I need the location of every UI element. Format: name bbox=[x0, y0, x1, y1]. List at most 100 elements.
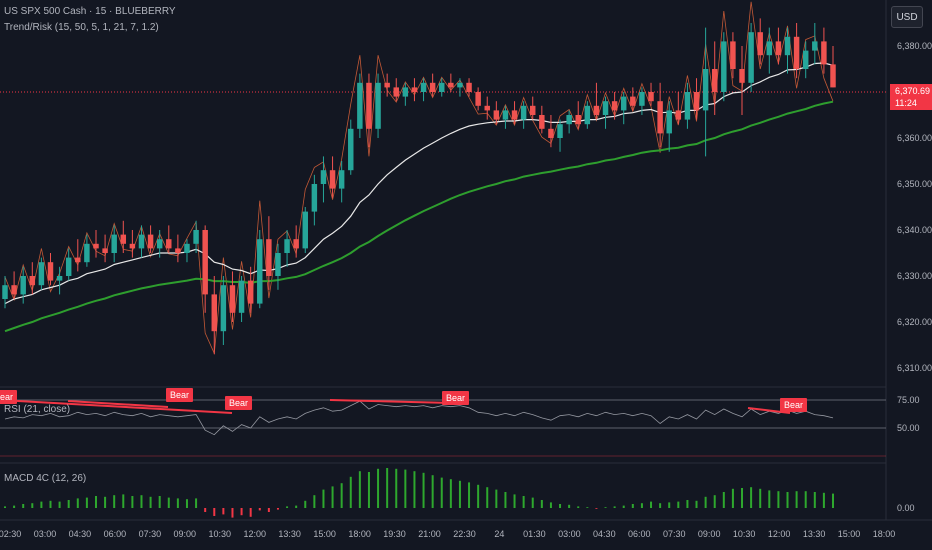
candle-body bbox=[384, 82, 390, 88]
macd-bar bbox=[549, 502, 552, 508]
candle-body bbox=[302, 211, 308, 249]
candle-body bbox=[557, 124, 563, 138]
macd-bar bbox=[513, 494, 516, 508]
candle-body bbox=[766, 41, 773, 56]
candle-body bbox=[38, 262, 45, 286]
time-tick-label: 03:00 bbox=[558, 529, 581, 539]
macd-bar bbox=[613, 506, 616, 508]
macd-bar bbox=[49, 500, 52, 508]
bear-signal: Bear bbox=[166, 388, 194, 402]
macd-bar bbox=[622, 505, 625, 508]
time-tick-label: 10:30 bbox=[733, 529, 756, 539]
macd-bar bbox=[640, 503, 643, 508]
last-price-value: 6,370.69 bbox=[895, 86, 931, 96]
candle-body bbox=[757, 32, 763, 56]
macd-bar bbox=[631, 504, 634, 508]
macd-bar bbox=[504, 492, 507, 508]
macd-bar bbox=[477, 484, 480, 508]
macd-bar bbox=[686, 500, 689, 508]
macd-bar bbox=[286, 506, 289, 508]
indicator-title[interactable]: Trend/Risk (15, 50, 5, 1, 21, 7, 1.2) bbox=[4, 22, 159, 33]
time-tick-label: 07:30 bbox=[663, 529, 686, 539]
macd-bar bbox=[295, 505, 298, 508]
rsi-legend[interactable]: RSI (21, close) bbox=[4, 404, 71, 415]
time-tick-label: 02:30 bbox=[0, 529, 21, 539]
macd-bar bbox=[668, 502, 671, 508]
macd-bar bbox=[122, 494, 125, 508]
macd-bar bbox=[322, 489, 325, 508]
currency-button[interactable]: USD bbox=[891, 6, 923, 28]
macd-bar bbox=[486, 487, 489, 508]
candle-body bbox=[275, 253, 281, 276]
candle-body bbox=[666, 110, 672, 134]
time-tick-label: 09:00 bbox=[174, 529, 197, 539]
candle-body bbox=[102, 248, 108, 253]
time-tick-label: 06:00 bbox=[628, 529, 651, 539]
candle-body bbox=[184, 243, 190, 253]
candle-body bbox=[120, 234, 127, 244]
candle-body bbox=[657, 101, 663, 134]
macd-legend[interactable]: MACD 4C (12, 26) bbox=[4, 473, 87, 484]
candle-body bbox=[220, 285, 227, 332]
macd-bar bbox=[367, 472, 370, 508]
candle-body bbox=[711, 69, 718, 92]
candle-body bbox=[675, 110, 682, 120]
candle-body bbox=[202, 230, 208, 295]
time-tick-label: 01:30 bbox=[523, 529, 546, 539]
candle-body bbox=[129, 243, 136, 249]
time-tick-label: 24 bbox=[494, 529, 504, 539]
candle-body bbox=[748, 32, 754, 83]
candle-body bbox=[448, 82, 454, 88]
time-tick-label: 06:00 bbox=[104, 529, 127, 539]
macd-bar bbox=[331, 486, 334, 508]
candle-body bbox=[593, 105, 600, 115]
time-tick-label: 15:00 bbox=[838, 529, 861, 539]
candle-body bbox=[802, 50, 809, 69]
grid-lines bbox=[0, 0, 932, 521]
macd-bar bbox=[659, 503, 662, 508]
time-tick-label: 18:00 bbox=[873, 529, 896, 539]
candle-body bbox=[20, 276, 26, 295]
macd-bar bbox=[167, 497, 170, 508]
candle-body bbox=[775, 41, 782, 56]
macd-bar bbox=[768, 490, 771, 508]
macd-bar bbox=[449, 479, 452, 508]
macd-bar bbox=[131, 496, 134, 508]
candle-body bbox=[493, 110, 500, 120]
macd-bar bbox=[832, 493, 834, 508]
macd-bar bbox=[440, 477, 443, 508]
candle-body bbox=[721, 41, 727, 92]
macd-bar bbox=[404, 469, 407, 508]
macd-bar bbox=[577, 506, 580, 508]
macd-bar bbox=[431, 475, 434, 508]
candle-body bbox=[520, 105, 527, 120]
macd-bar bbox=[94, 496, 97, 508]
macd-bar bbox=[377, 468, 380, 508]
macd-bar bbox=[468, 482, 471, 508]
macd-bar bbox=[413, 471, 416, 508]
macd-bar bbox=[786, 492, 789, 508]
ema-fast-line bbox=[4, 62, 834, 305]
candle-body bbox=[348, 128, 354, 171]
macd-bar bbox=[750, 487, 753, 508]
symbol-title[interactable]: US SPX 500 Cash · 15 · BLUEBERRY bbox=[4, 6, 176, 17]
time-tick-label: 18:00 bbox=[348, 529, 371, 539]
time-tick-label: 21:00 bbox=[418, 529, 441, 539]
macd-bar bbox=[349, 476, 352, 508]
macd-bar bbox=[531, 497, 534, 508]
candle-body bbox=[29, 276, 36, 286]
bear-divergence-line bbox=[329, 399, 453, 404]
candle-body bbox=[620, 96, 627, 111]
risk-line bbox=[4, 1, 834, 355]
macd-bar bbox=[804, 491, 807, 508]
candle-body bbox=[730, 41, 736, 69]
candle-body bbox=[602, 101, 609, 115]
candle-body bbox=[229, 285, 236, 313]
candle-body bbox=[138, 234, 145, 249]
candle-body bbox=[821, 41, 827, 65]
macd-bar bbox=[358, 471, 361, 508]
time-axis: 02:30 03:00 04:30 06:00 07:30 09:00 10:30 12:00… bbox=[0, 529, 895, 539]
macd-bar bbox=[522, 496, 525, 508]
candle-body bbox=[56, 276, 63, 281]
